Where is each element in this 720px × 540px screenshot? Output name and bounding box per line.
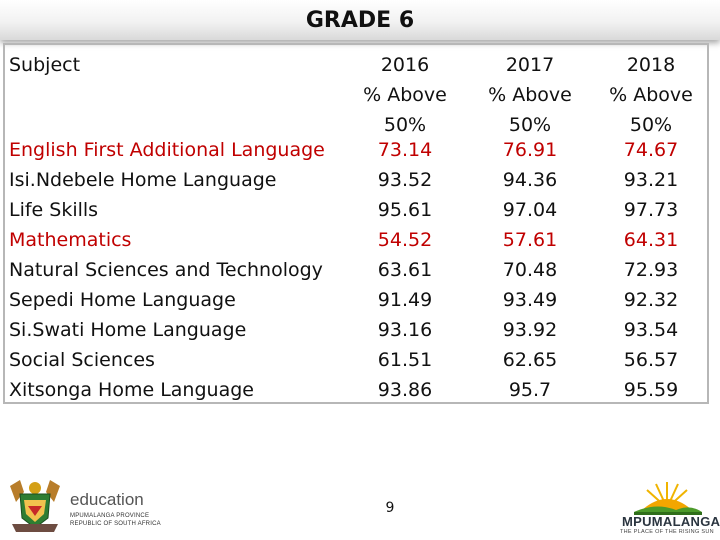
table-cell: 76.91: [502, 139, 558, 161]
column-label: 50%: [383, 114, 427, 136]
table-cell: 54.52: [377, 229, 433, 251]
education-logo: education MPUMALANGA PROVINCE REPUBLIC O…: [4, 478, 176, 536]
column-year: 2018: [626, 54, 676, 76]
table-cell: 93.49: [502, 289, 558, 311]
subject-name: Mathematics: [9, 229, 132, 251]
logo-line: MPUMALANGA PROVINCE: [70, 513, 150, 519]
subject-name: Si.Swati Home Language: [9, 319, 247, 341]
coat-of-arms-icon: [10, 480, 60, 532]
table-cell: 62.65: [502, 349, 558, 371]
table-cell: 93.92: [502, 319, 558, 341]
subject-name: Isi.Ndebele Home Language: [9, 169, 277, 191]
table-cell: 61.51: [377, 349, 433, 371]
page-title: GRADE 6: [305, 7, 415, 33]
table-cell: 95.61: [377, 199, 433, 221]
subject-header: Subject: [9, 54, 81, 76]
column-values: 73.14 93.52 95.61 54.52 63.61 91.49 93.16 61.51…: [345, 135, 465, 405]
column-label: % Above: [488, 84, 572, 106]
table-cell: 72.93: [623, 259, 679, 281]
table-cell: 64.31: [623, 229, 679, 251]
table-cell: 73.14: [377, 139, 433, 161]
table-cell: 91.49: [377, 289, 433, 311]
column-label: 50%: [629, 114, 673, 136]
table-cell: 93.86: [377, 379, 433, 401]
table-cell: 93.54: [623, 319, 679, 341]
subject-name: Sepedi Home Language: [9, 289, 236, 311]
column-values: 74.67 93.21 97.73 64.31 72.93 92.32 93.54 56.57…: [591, 135, 711, 405]
logo-word: MPUMALANGA: [622, 514, 720, 529]
table-cell: 93.21: [623, 169, 679, 191]
subject-name: Social Sciences: [9, 349, 155, 371]
logo-tagline: THE PLACE OF THE RISING SUN: [620, 529, 714, 535]
column-label: % Above: [363, 84, 447, 106]
subject-name: Xitsonga Home Language: [9, 379, 254, 401]
table-cell: 56.57: [623, 349, 679, 371]
subject-name: English First Additional Language: [9, 139, 325, 161]
page-number: 9: [385, 500, 395, 516]
results-table: Subject English First Additional Languag…: [3, 43, 709, 404]
logo-subtext: MPUMALANGA PROVINCE REPUBLIC OF SOUTH AF…: [70, 512, 161, 528]
logo-line: REPUBLIC OF SOUTH AFRICA: [70, 521, 161, 527]
column-values: 76.91 94.36 97.04 57.61 70.48 93.49 93.92 62.65…: [470, 135, 590, 405]
table-cell: 95.7: [508, 379, 552, 401]
logo-word: education: [70, 490, 144, 509]
subject-list: English First Additional Language Isi.Nde…: [9, 135, 325, 405]
table-cell: 70.48: [502, 259, 558, 281]
column-year: 2016: [380, 54, 430, 76]
column-header: 2016 % Above 50%: [345, 50, 465, 140]
table-cell: 63.61: [377, 259, 433, 281]
table-cell: 93.52: [377, 169, 433, 191]
table-cell: 95.59: [623, 379, 679, 401]
column-header: 2017 % Above 50%: [470, 50, 590, 140]
column-label: 50%: [508, 114, 552, 136]
table-cell: 94.36: [502, 169, 558, 191]
column-label: % Above: [609, 84, 693, 106]
subject-name: Natural Sciences and Technology: [9, 259, 323, 281]
table-cell: 74.67: [623, 139, 679, 161]
title-bar: GRADE 6: [0, 0, 720, 40]
table-cell: 97.04: [502, 199, 558, 221]
subject-name: Life Skills: [9, 199, 99, 221]
table-cell: 57.61: [502, 229, 558, 251]
table-cell: 92.32: [623, 289, 679, 311]
table-cell: 97.73: [623, 199, 679, 221]
mpumalanga-logo: MPUMALANGA THE PLACE OF THE RISING SUN: [616, 478, 720, 538]
column-header: 2018 % Above 50%: [591, 50, 711, 140]
column-year: 2017: [505, 54, 555, 76]
rising-sun-icon: [634, 482, 702, 515]
table-cell: 93.16: [377, 319, 433, 341]
